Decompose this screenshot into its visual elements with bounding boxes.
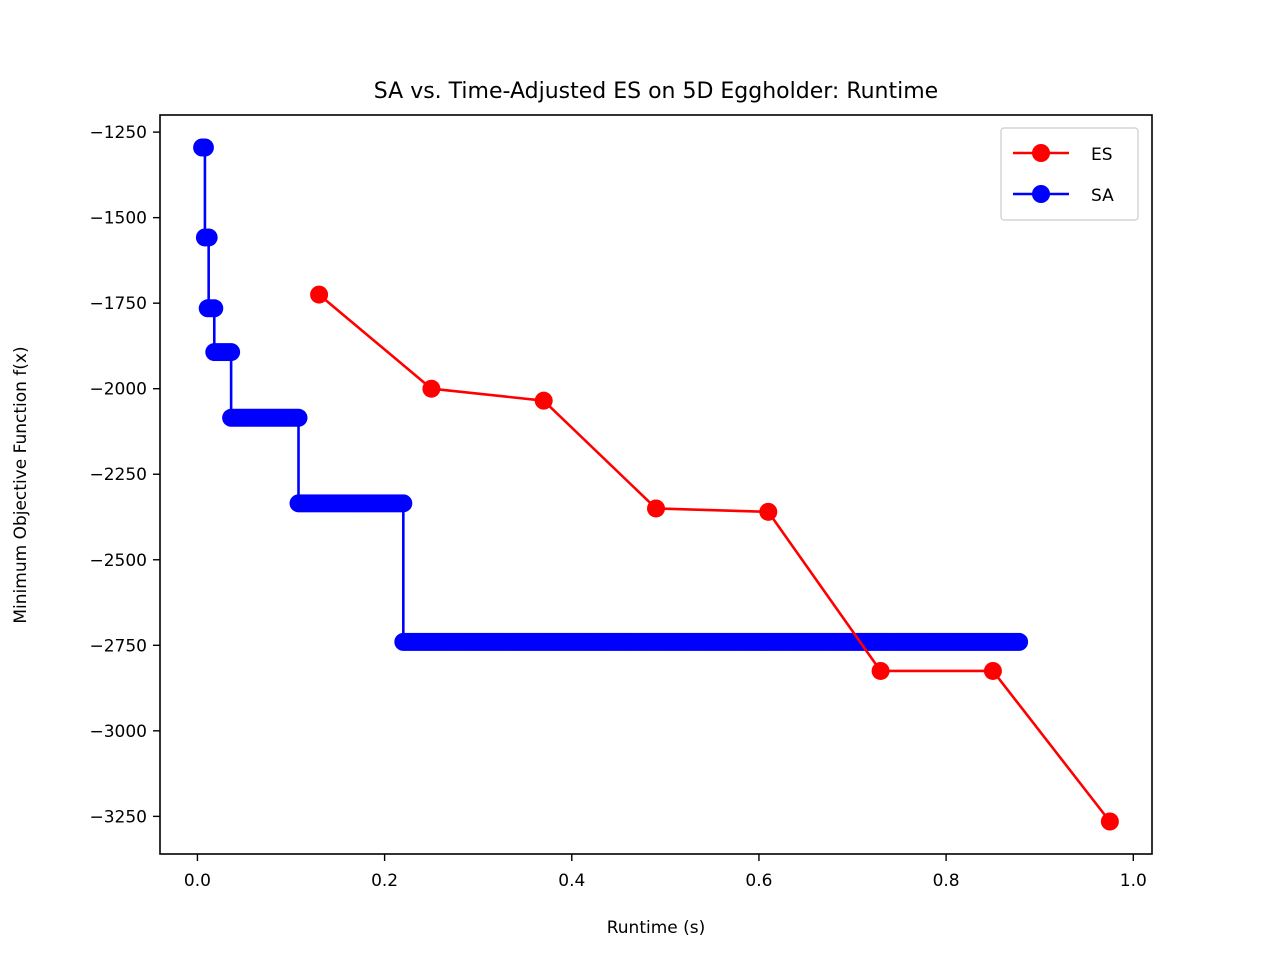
sa-point <box>289 408 308 427</box>
y-tick-label: −1500 <box>89 209 147 229</box>
x-tick-label: 0.4 <box>558 871 585 891</box>
series-layer <box>193 138 1119 831</box>
y-tick-label: −2250 <box>89 465 147 485</box>
y-tick-label: −1250 <box>89 123 147 143</box>
x-tick-label: 1.0 <box>1120 871 1147 891</box>
sa-point <box>199 228 218 247</box>
es-point <box>310 285 329 304</box>
legend-es-marker <box>1032 144 1050 162</box>
es-point <box>759 502 778 521</box>
sa-point <box>394 494 413 513</box>
sa-step-line <box>202 146 1020 644</box>
x-tick-label: 0.8 <box>933 871 960 891</box>
legend: ES SA <box>1000 127 1139 221</box>
sa-point <box>205 299 224 318</box>
x-tick-label: 0.0 <box>184 871 211 891</box>
y-tick-label: −2750 <box>89 636 147 656</box>
y-tick-label: −3000 <box>89 722 147 742</box>
es-point <box>1100 812 1119 831</box>
legend-es-label: ES <box>1091 145 1113 165</box>
y-tick-label: −3250 <box>89 807 147 827</box>
sa-point <box>1010 632 1029 651</box>
legend-sa-label: SA <box>1091 186 1114 206</box>
plot-area-frame <box>159 114 1153 855</box>
y-tick-label: −2500 <box>89 551 147 571</box>
x-axis-label: Runtime (s) <box>607 918 706 938</box>
es-point <box>534 391 553 410</box>
es-point <box>871 661 890 680</box>
es-point <box>983 661 1002 680</box>
es-line <box>318 293 1111 823</box>
es-point <box>422 379 441 398</box>
y-tick-label: −2000 <box>89 380 147 400</box>
x-tick-label: 0.2 <box>371 871 398 891</box>
x-tick-label: 0.6 <box>745 871 772 891</box>
y-tick-label: −1750 <box>89 294 147 314</box>
legend-frame <box>1000 127 1139 221</box>
x-axis-ticks: 0.0 0.2 0.4 0.6 0.8 1.0 <box>184 854 1147 891</box>
sa-point <box>222 343 241 362</box>
y-axis-label: Minimum Objective Function f(x) <box>11 346 31 623</box>
es-point <box>647 499 665 518</box>
chart-title: SA vs. Time-Adjusted ES on 5D Eggholder:… <box>374 79 938 104</box>
y-axis-ticks: −1250 −1500 −1750 −2000 −2250 −2500 −2750 −3000… <box>89 123 160 827</box>
legend-sa-marker <box>1032 185 1050 203</box>
sa-point <box>195 138 214 157</box>
